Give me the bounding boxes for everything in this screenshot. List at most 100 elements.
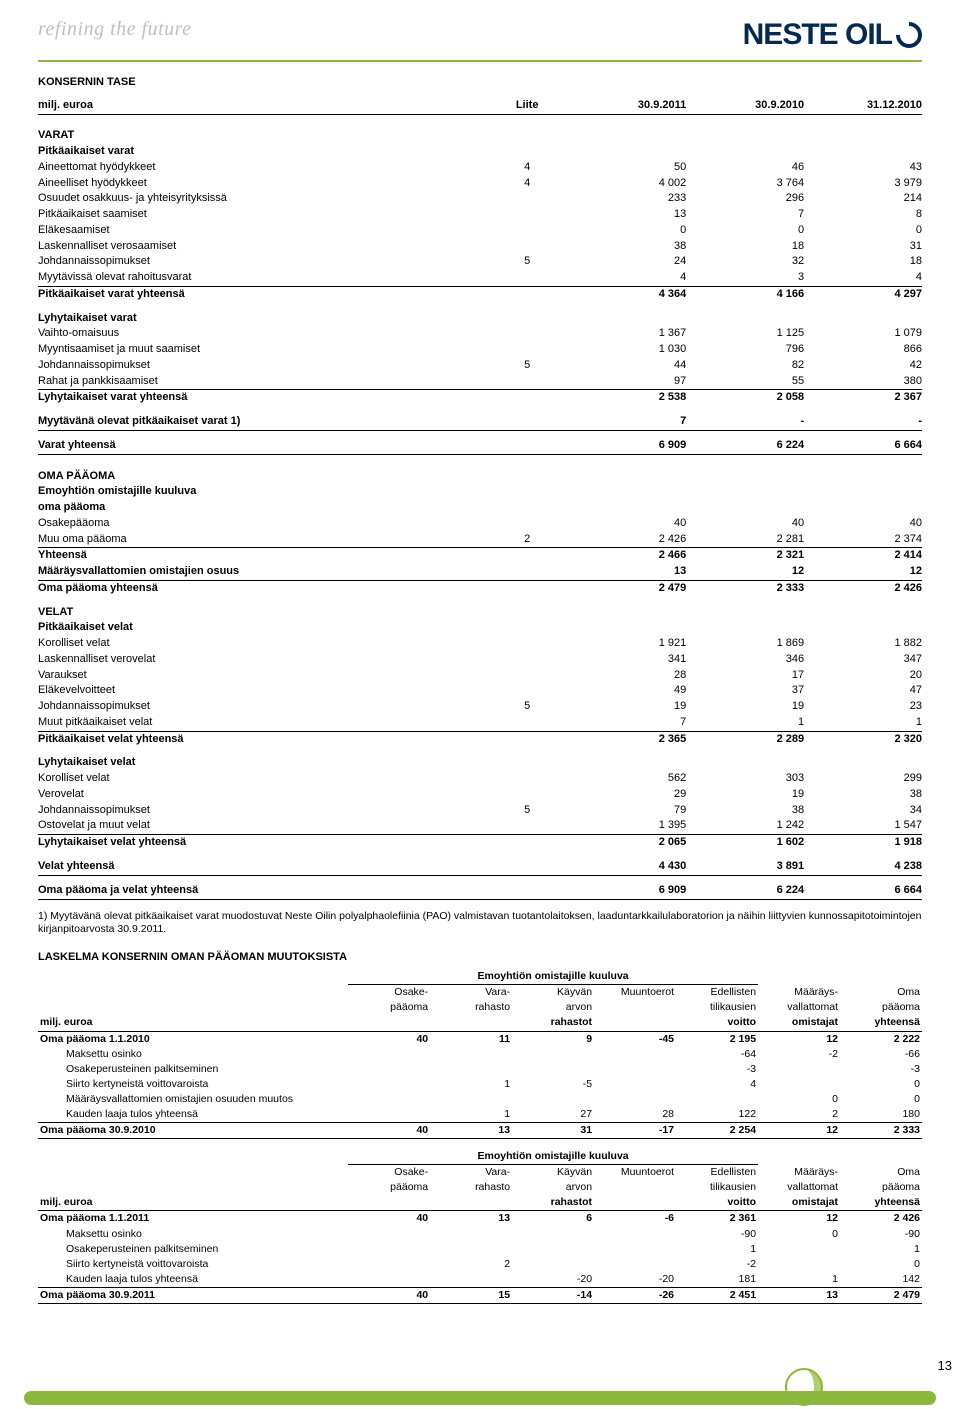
balance-sheet-table: milj. euroaLiite30.9.201130.9.201031.12.… <box>38 98 922 900</box>
period-header: 30.9.2010 <box>686 98 804 114</box>
table-row: Määräysvallattomien omistajien osuus1312… <box>38 564 922 580</box>
equity-row-value: 13 <box>430 1123 512 1139</box>
equity-row-value <box>348 1272 430 1288</box>
row-value: 296 <box>686 191 804 207</box>
equity-row: Osakeperusteinen palkitseminen-3-3 <box>38 1062 922 1077</box>
row-label: Vaihto-omaisuus <box>38 326 486 342</box>
equity-col-header: rahasto <box>430 1180 512 1195</box>
equity-row-value <box>594 1077 676 1092</box>
section-heading: Pitkäaikaiset velat <box>38 620 922 636</box>
row-value: 79 <box>568 803 686 819</box>
equity-row-value: 2 222 <box>840 1031 922 1047</box>
equity-header-row: milj. euroarahastotvoittoomistajatyhteen… <box>38 1195 922 1211</box>
row-note <box>486 859 569 875</box>
row-note <box>486 374 569 390</box>
equity-col-header <box>594 1000 676 1015</box>
row-value: 3 891 <box>686 859 804 875</box>
period-header: 30.9.2011 <box>568 98 686 114</box>
row-value: 380 <box>804 374 922 390</box>
row-label: Pitkäaikaiset saamiset <box>38 207 486 223</box>
row-value: 7 <box>686 207 804 223</box>
equity-row-label: Siirto kertyneistä voittovaroista <box>38 1077 348 1092</box>
equity-row-value: 40 <box>348 1123 430 1139</box>
row-note <box>486 270 569 286</box>
row-note <box>486 516 569 532</box>
row-label: Varaukset <box>38 668 486 684</box>
equity-row-label: Osakeperusteinen palkitseminen <box>38 1062 348 1077</box>
tagline: refining the future <box>38 18 192 41</box>
equity-row-value: 181 <box>676 1272 758 1288</box>
row-value: 2 426 <box>804 580 922 596</box>
equity-header-row: pääomarahastoarvontilikausienvallattomat… <box>38 1180 922 1195</box>
row-value: 17 <box>686 668 804 684</box>
row-value: 2 367 <box>804 390 922 406</box>
equity-col-header: milj. euroa <box>38 1195 348 1211</box>
row-value: 4 <box>568 270 686 286</box>
equity-col-header: yhteensä <box>840 1015 922 1031</box>
page-header: refining the future NESTE OIL <box>38 18 922 62</box>
equity-row-value: 28 <box>594 1107 676 1123</box>
row-label: Eläkevelvoitteet <box>38 683 486 699</box>
row-note <box>486 818 569 834</box>
table-row: Korolliset velat562303299 <box>38 771 922 787</box>
row-label: Yhteensä <box>38 548 486 564</box>
equity-col-header: milj. euroa <box>38 1015 348 1031</box>
equity-col-header <box>594 1195 676 1211</box>
row-value: 346 <box>686 652 804 668</box>
company-logo: NESTE OIL <box>743 18 922 52</box>
footer-leaf-icon <box>776 1365 840 1409</box>
equity-row-value: -2 <box>758 1047 840 1062</box>
equity-row-value <box>348 1107 430 1123</box>
equity-row-value: -5 <box>512 1077 594 1092</box>
row-value: 1 547 <box>804 818 922 834</box>
equity-row-value: 2 195 <box>676 1031 758 1047</box>
table-row: Aineelliset hyödykkeet44 0023 7643 979 <box>38 176 922 192</box>
equity-col-header: Vara- <box>430 1165 512 1181</box>
equity-row-value <box>512 1227 594 1242</box>
row-value: 6 224 <box>686 883 804 899</box>
row-note <box>486 564 569 580</box>
row-value: 2 320 <box>804 731 922 747</box>
equity-row-value: 9 <box>512 1031 594 1047</box>
equity-row-value <box>348 1257 430 1272</box>
row-value: 347 <box>804 652 922 668</box>
table-row: Oma pääoma ja velat yhteensä6 9096 2246 … <box>38 883 922 899</box>
table-row: Muut pitkäaikaiset velat711 <box>38 715 922 731</box>
section-heading-row: Emoyhtiön omistajille kuuluva <box>38 484 922 500</box>
row-value: 24 <box>568 254 686 270</box>
equity-row-value: -90 <box>676 1227 758 1242</box>
row-value: 38 <box>804 787 922 803</box>
equity-col-header: rahastot <box>512 1195 594 1211</box>
equity-col-header: pääoma <box>348 1000 430 1015</box>
equity-header-row: milj. euroarahastotvoittoomistajatyhteen… <box>38 1015 922 1031</box>
note-header: Liite <box>486 98 569 114</box>
row-value: 0 <box>568 223 686 239</box>
equity-row-value <box>594 1062 676 1077</box>
row-value: 4 166 <box>686 286 804 302</box>
row-label: Korolliset velat <box>38 636 486 652</box>
equity-row-value <box>676 1092 758 1107</box>
row-value: 562 <box>568 771 686 787</box>
equity-col-header <box>38 1000 348 1015</box>
equity-row-value: -14 <box>512 1288 594 1304</box>
equity-col-header <box>594 1180 676 1195</box>
row-label: Lyhytaikaiset varat yhteensä <box>38 390 486 406</box>
table-row: Myytävissä olevat rahoitusvarat434 <box>38 270 922 286</box>
equity-col-header: Määräys- <box>758 985 840 1001</box>
equity-col-header: Oma <box>840 1165 922 1181</box>
row-label: Myytävissä olevat rahoitusvarat <box>38 270 486 286</box>
row-value: 2 426 <box>568 532 686 548</box>
table-row: Lyhytaikaiset velat yhteensä2 0651 6021 … <box>38 835 922 851</box>
row-value: 2 058 <box>686 390 804 406</box>
row-value: 1 395 <box>568 818 686 834</box>
row-value: 32 <box>686 254 804 270</box>
equity-row-value <box>430 1047 512 1062</box>
row-note: 5 <box>486 803 569 819</box>
equity-row-value: -45 <box>594 1031 676 1047</box>
equity-col-header <box>38 1165 348 1181</box>
table-row: Velat yhteensä4 4303 8914 238 <box>38 859 922 875</box>
equity-col-header <box>348 1015 430 1031</box>
row-value: 40 <box>686 516 804 532</box>
section-heading-row: VELAT <box>38 605 922 621</box>
equity-row-value <box>594 1227 676 1242</box>
